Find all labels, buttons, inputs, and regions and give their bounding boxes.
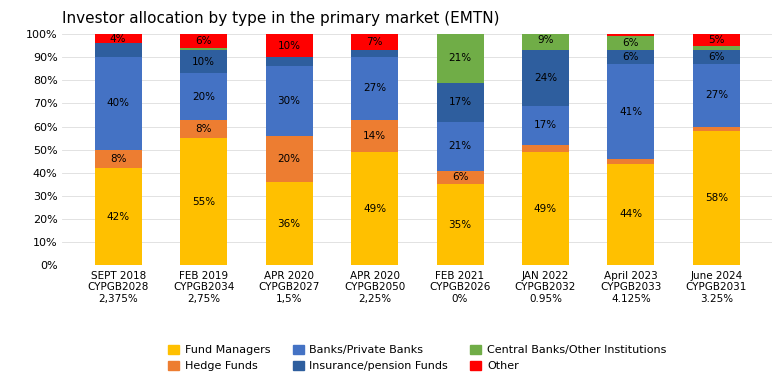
Bar: [94, 57, 142, 150]
Text: 9%: 9%: [537, 35, 554, 45]
Text: 36%: 36%: [278, 219, 300, 229]
Bar: [266, 34, 313, 57]
Text: 6%: 6%: [195, 36, 212, 46]
Bar: [351, 50, 398, 57]
Bar: [266, 182, 313, 265]
Text: 8%: 8%: [195, 124, 212, 134]
Bar: [180, 50, 227, 74]
Text: 55%: 55%: [192, 197, 215, 207]
Bar: [351, 57, 398, 120]
Bar: [180, 48, 227, 50]
Bar: [94, 168, 142, 265]
Text: Investor allocation by type in the primary market (EMTN): Investor allocation by type in the prima…: [62, 11, 500, 26]
Text: 27%: 27%: [705, 90, 728, 100]
Text: 40%: 40%: [107, 99, 129, 108]
Bar: [180, 74, 227, 120]
Text: 35%: 35%: [448, 220, 472, 230]
Text: 27%: 27%: [363, 83, 386, 94]
Bar: [437, 83, 484, 122]
Bar: [693, 127, 740, 131]
Text: 5%: 5%: [708, 35, 725, 45]
Text: 6%: 6%: [622, 52, 640, 62]
Text: 49%: 49%: [363, 204, 386, 214]
Bar: [180, 34, 227, 48]
Bar: [266, 66, 313, 136]
Bar: [180, 120, 227, 138]
Text: 7%: 7%: [367, 37, 383, 47]
Bar: [522, 106, 569, 145]
Text: 21%: 21%: [448, 141, 472, 151]
Bar: [94, 34, 142, 43]
Text: 6%: 6%: [452, 172, 468, 182]
Text: 41%: 41%: [619, 106, 643, 117]
Bar: [608, 50, 654, 64]
Text: 20%: 20%: [278, 154, 300, 164]
Bar: [608, 64, 654, 159]
Bar: [693, 64, 740, 127]
Text: 42%: 42%: [107, 212, 129, 222]
Bar: [693, 50, 740, 64]
Bar: [94, 43, 142, 57]
Bar: [351, 34, 398, 50]
Bar: [94, 150, 142, 168]
Bar: [437, 122, 484, 171]
Text: 4%: 4%: [110, 34, 126, 44]
Bar: [522, 50, 569, 106]
Bar: [266, 136, 313, 182]
Legend: Fund Managers, Hedge Funds, Banks/Private Banks, Insurance/pension Funds, Centra: Fund Managers, Hedge Funds, Banks/Privat…: [168, 345, 666, 371]
Text: 6%: 6%: [708, 52, 725, 62]
Bar: [608, 34, 654, 36]
Text: 49%: 49%: [534, 204, 557, 214]
Text: 24%: 24%: [534, 73, 557, 83]
Bar: [522, 145, 569, 152]
Text: 30%: 30%: [278, 96, 300, 106]
Bar: [522, 30, 569, 50]
Bar: [522, 25, 569, 30]
Text: 10%: 10%: [278, 41, 300, 51]
Text: 10%: 10%: [192, 57, 215, 67]
Text: 17%: 17%: [534, 121, 557, 130]
Text: 17%: 17%: [448, 97, 472, 107]
Bar: [522, 152, 569, 265]
Bar: [437, 185, 484, 265]
Bar: [608, 36, 654, 50]
Text: 14%: 14%: [363, 131, 386, 141]
Bar: [437, 171, 484, 185]
Text: 20%: 20%: [192, 92, 215, 102]
Bar: [693, 34, 740, 46]
Bar: [351, 120, 398, 152]
Bar: [180, 138, 227, 265]
Text: 44%: 44%: [619, 210, 643, 219]
Bar: [351, 152, 398, 265]
Text: 21%: 21%: [448, 53, 472, 63]
Text: 58%: 58%: [705, 193, 728, 203]
Bar: [608, 159, 654, 164]
Text: 6%: 6%: [622, 38, 640, 49]
Bar: [608, 164, 654, 265]
Text: 8%: 8%: [110, 154, 126, 164]
Bar: [437, 34, 484, 83]
Bar: [693, 46, 740, 50]
Bar: [693, 131, 740, 265]
Bar: [266, 57, 313, 66]
